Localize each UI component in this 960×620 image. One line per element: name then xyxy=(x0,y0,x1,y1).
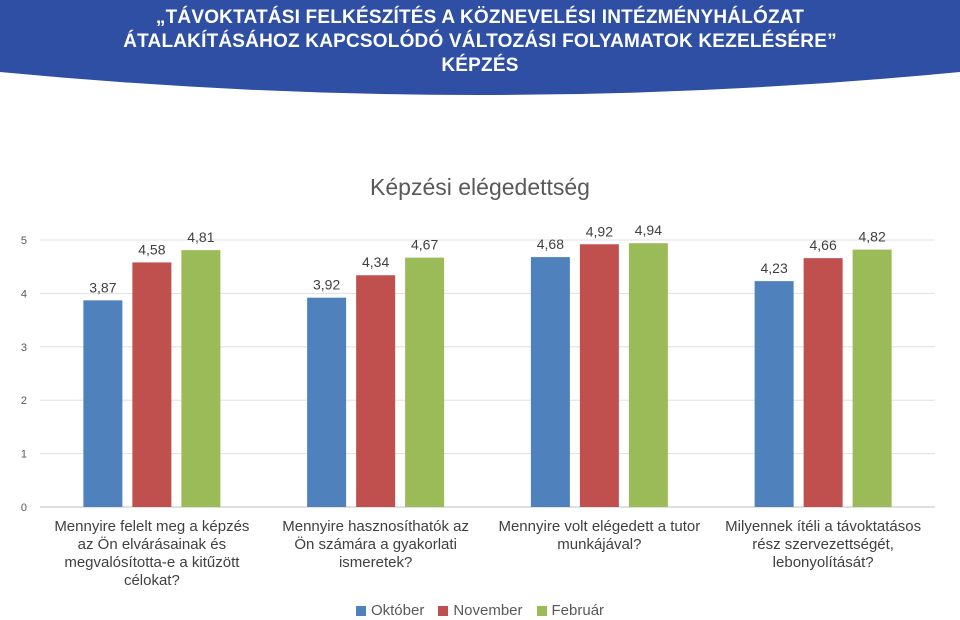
header-title-line-1: „TÁVOKTATÁSI FELKÉSZÍTÉS A KÖZNEVELÉSI I… xyxy=(155,7,805,28)
data-label: 4,92 xyxy=(586,223,613,239)
header-banner-shape xyxy=(0,0,960,95)
bar xyxy=(579,244,619,507)
data-label: 4,81 xyxy=(187,229,214,245)
x-category-label-line: Mennyire volt elégedett a tutor xyxy=(498,518,701,535)
y-tick-label: 5 xyxy=(21,235,27,247)
legend-item: November xyxy=(438,602,523,619)
x-category-label-line: ismeretek? xyxy=(338,554,413,571)
bar xyxy=(356,275,396,507)
bar xyxy=(530,257,570,507)
header-banner: „TÁVOKTATÁSI FELKÉSZÍTÉS A KÖZNEVELÉSI I… xyxy=(0,0,960,110)
x-category-label: Mennyire felelt meg a képzés az Ön elvárá… xyxy=(37,518,267,590)
y-tick-label: 2 xyxy=(21,395,27,407)
header-title-line-3: KÉPZÉS xyxy=(441,55,519,76)
legend-swatch xyxy=(536,605,547,616)
data-label: 4,23 xyxy=(761,260,788,276)
data-label: 4,34 xyxy=(362,254,389,270)
bar xyxy=(803,258,843,507)
header-title-line-2: ÁTALAKÍTÁSÁHOZ KAPCSOLÓDÓ VÁLTOZÁSI FOLY… xyxy=(123,31,837,52)
x-category-label-line: Mennyire felelt meg a képzés xyxy=(54,518,250,535)
bar xyxy=(852,249,892,507)
data-label: 4,58 xyxy=(138,241,165,257)
x-category-label-line: rész szervezettségét, xyxy=(752,536,894,553)
x-category-label: Mennyire hasznosíthatók az Ön számára a g… xyxy=(261,518,491,572)
data-label: 3,87 xyxy=(89,279,116,295)
x-category-label-line: megvalósította-e a kitűzött xyxy=(64,554,240,571)
x-category-label: Mennyire volt elégedett a tutor munkájáva… xyxy=(484,518,714,554)
x-category-label-line: célokat? xyxy=(123,572,180,589)
data-label: 4,82 xyxy=(859,229,886,245)
chart-title: Képzési elégedettség xyxy=(370,174,590,200)
legend-swatch xyxy=(438,605,449,616)
chart-legend: Október November Február xyxy=(0,602,960,619)
legend-label: Október xyxy=(370,602,425,619)
y-tick-label: 3 xyxy=(21,342,27,354)
legend-label: November xyxy=(453,602,523,619)
data-label: 4,66 xyxy=(810,237,837,253)
bar xyxy=(405,257,445,507)
x-category-label-line: Mennyire hasznosíthatók az xyxy=(282,518,470,535)
x-category-label: Milyennek ítéli a távoktatásos rész szerv… xyxy=(708,518,938,572)
bar xyxy=(307,297,347,507)
x-category-label-line: Milyennek ítéli a távoktatásos xyxy=(725,518,922,535)
bar xyxy=(181,250,221,507)
data-label: 4,67 xyxy=(411,237,438,253)
data-label: 4,94 xyxy=(635,222,662,238)
legend-item: Október xyxy=(355,602,425,619)
legend-label: Február xyxy=(551,602,605,619)
y-tick-label: 1 xyxy=(21,449,27,461)
x-category-label-line: lebonyolítását? xyxy=(772,554,874,571)
y-tick-label: 0 xyxy=(21,502,27,514)
header-title: „TÁVOKTATÁSI FELKÉSZÍTÉS A KÖZNEVELÉSI I… xyxy=(0,6,960,78)
data-label: 4,68 xyxy=(537,236,564,252)
bar xyxy=(628,243,668,508)
bar xyxy=(132,262,172,507)
x-category-label-line: munkájával? xyxy=(557,536,642,553)
x-category-label-line: az Ön elvárásainak és xyxy=(77,536,227,553)
bar xyxy=(754,281,794,507)
legend-item: Február xyxy=(536,602,605,619)
data-label: 3,92 xyxy=(313,277,340,293)
y-tick-label: 4 xyxy=(21,288,27,300)
bar xyxy=(83,300,123,507)
x-category-label-line: Ön számára a gyakorlati xyxy=(294,536,457,553)
legend-swatch xyxy=(355,605,366,616)
